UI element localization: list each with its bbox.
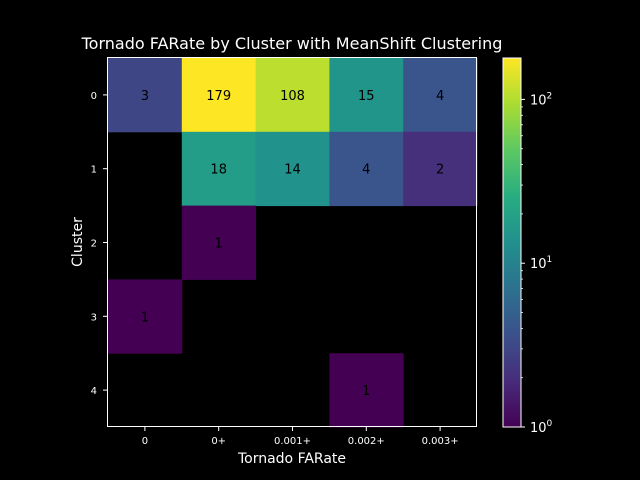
cell-value-label: 2 [436,163,444,178]
heatmap-cell [181,205,257,280]
x-tick-label: 0.003+ [422,436,459,447]
y-tick-label: 3 [91,312,97,323]
heatmap-cell [329,131,404,207]
y-tick-label: 2 [91,239,97,250]
heatmap-cell [181,131,257,207]
cell-value-label: 4 [362,163,370,178]
x-tick-label: 0.001+ [274,436,311,447]
heatmap-cell [181,58,257,133]
y-tick-label: 0 [91,91,97,102]
y-tick-label: 1 [91,165,97,176]
cell-value-label: 179 [206,89,231,104]
chart-title: Tornado FARate by Cluster with MeanShift… [81,34,503,53]
x-axis-ticks: 0 0+ 0.001+ 0.002+ 0.003+ [142,427,459,447]
plot-frame [107,57,477,427]
cell-value-label: 4 [436,89,444,104]
cell-value-label: 18 [210,163,227,178]
x-tick-label: 0+ [211,436,226,447]
heatmap-cell [403,58,478,133]
cell-value-label: 14 [284,163,301,178]
cell-value-label: 15 [358,89,375,104]
heatmap-cell [329,58,404,133]
y-axis-ticks: 0 1 2 3 4 [91,91,107,397]
heatmap-cells [108,58,478,428]
heatmap-cell [108,279,183,354]
cell-value-label: 1 [141,310,149,325]
cell-value-label: 1 [215,237,223,252]
heatmap-cell [255,131,330,207]
x-tick-label: 0 [142,436,148,447]
colorbar [503,58,521,427]
heatmap-cell [329,353,404,428]
heatmap-cell [255,58,330,133]
y-axis-label: Cluster [70,217,86,267]
cell-value-label: 1 [362,384,370,399]
cell-annotations: 3 179 108 15 4 18 14 4 2 1 1 1 [141,89,444,399]
cell-value-label: 3 [141,89,149,104]
cell-value-label: 108 [280,89,305,104]
x-axis-label: Tornado FARate [237,451,346,467]
y-tick-label: 4 [91,386,97,397]
heatmap-cell [108,58,183,133]
heatmap-cell [403,131,478,207]
colorbar-frame [502,57,522,428]
x-tick-label: 0.002+ [348,436,385,447]
